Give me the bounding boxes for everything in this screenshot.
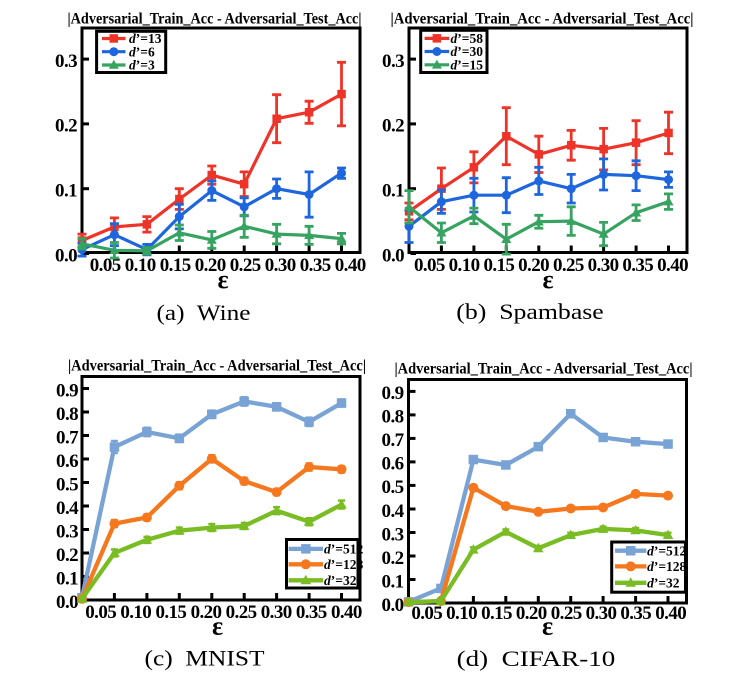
- svg-text:0.20: 0.20: [195, 255, 226, 276]
- svg-text:0.05: 0.05: [85, 602, 116, 623]
- svg-text:0.9: 0.9: [56, 380, 78, 401]
- svg-text:d’=3: d’=3: [129, 58, 155, 73]
- svg-text:0.10: 0.10: [446, 603, 477, 624]
- svg-text:|Adversarial_Train_Acc - Adver: |Adversarial_Train_Acc - Adversarial_Tes…: [68, 11, 362, 28]
- svg-text:ε: ε: [217, 265, 228, 294]
- svg-text:0.2: 0.2: [56, 545, 78, 566]
- svg-text:(b) Spambase: (b) Spambase: [456, 299, 604, 324]
- svg-text:0.20: 0.20: [516, 603, 547, 624]
- svg-text:d’=32: d’=32: [647, 576, 680, 591]
- svg-text:d’=128: d’=128: [647, 559, 686, 574]
- svg-text:0.1: 0.1: [382, 571, 404, 592]
- svg-text:0.9: 0.9: [382, 383, 404, 404]
- svg-text:0.1: 0.1: [382, 181, 404, 202]
- svg-text:0.6: 0.6: [382, 454, 404, 475]
- svg-text:0.0: 0.0: [56, 592, 78, 613]
- svg-text:0.3: 0.3: [382, 51, 404, 72]
- svg-text:0.30: 0.30: [261, 602, 292, 623]
- svg-text:d’=512: d’=512: [324, 542, 363, 557]
- svg-text:(d) CIFAR-10: (d) CIFAR-10: [457, 646, 616, 671]
- svg-text:0.10: 0.10: [125, 255, 156, 276]
- svg-text:0.2: 0.2: [55, 116, 77, 137]
- svg-text:d’=15: d’=15: [451, 58, 484, 73]
- svg-text:0.6: 0.6: [56, 451, 78, 472]
- svg-text:0.35: 0.35: [620, 603, 651, 624]
- svg-text:0.40: 0.40: [655, 603, 686, 624]
- svg-text:0.30: 0.30: [265, 255, 296, 276]
- svg-text:0.20: 0.20: [518, 255, 549, 276]
- svg-text:ε: ε: [212, 612, 223, 641]
- svg-text:0.30: 0.30: [588, 255, 619, 276]
- svg-text:0.1: 0.1: [56, 568, 78, 589]
- svg-text:0.40: 0.40: [335, 255, 366, 276]
- svg-text:ε: ε: [542, 265, 553, 294]
- svg-text:0.40: 0.40: [657, 255, 688, 276]
- svg-text:(a) Wine: (a) Wine: [157, 300, 251, 325]
- svg-text:0.2: 0.2: [382, 548, 404, 569]
- svg-text:0.15: 0.15: [481, 603, 512, 624]
- svg-text:|Adversarial_Train_Acc - Adver: |Adversarial_Train_Acc - Adversarial_Tes…: [68, 358, 366, 375]
- svg-text:0.3: 0.3: [56, 521, 78, 542]
- svg-text:0.35: 0.35: [622, 255, 653, 276]
- svg-text:d’=6: d’=6: [129, 44, 155, 59]
- svg-text:d’=58: d’=58: [451, 31, 484, 46]
- svg-text:0.15: 0.15: [160, 255, 191, 276]
- svg-text:0.35: 0.35: [300, 255, 331, 276]
- svg-text:0.40: 0.40: [331, 602, 362, 623]
- svg-text:0.1: 0.1: [55, 181, 77, 202]
- svg-text:0.25: 0.25: [230, 255, 261, 276]
- svg-text:0.25: 0.25: [553, 255, 584, 276]
- svg-text:0.25: 0.25: [226, 602, 257, 623]
- svg-text:d’=32: d’=32: [324, 573, 357, 588]
- svg-text:0.4: 0.4: [382, 501, 405, 522]
- svg-text:0.0: 0.0: [382, 595, 404, 616]
- svg-text:0.7: 0.7: [382, 430, 405, 451]
- svg-text:0.10: 0.10: [449, 255, 480, 276]
- svg-text:0.4: 0.4: [56, 498, 79, 519]
- svg-text:0.7: 0.7: [56, 427, 79, 448]
- svg-text:d’=512: d’=512: [647, 543, 686, 558]
- svg-text:0.5: 0.5: [56, 474, 78, 495]
- svg-text:ε: ε: [542, 612, 553, 641]
- svg-text:0.15: 0.15: [483, 255, 514, 276]
- svg-text:0.15: 0.15: [155, 602, 186, 623]
- svg-text:0.2: 0.2: [382, 116, 404, 137]
- svg-text:0.3: 0.3: [55, 51, 77, 72]
- svg-text:0.30: 0.30: [586, 603, 617, 624]
- svg-text:0.8: 0.8: [382, 407, 404, 428]
- svg-text:0.35: 0.35: [296, 602, 327, 623]
- svg-text:0.05: 0.05: [411, 603, 442, 624]
- svg-text:0.10: 0.10: [120, 602, 151, 623]
- svg-text:0.20: 0.20: [191, 602, 222, 623]
- svg-text:0.05: 0.05: [414, 255, 445, 276]
- svg-text:d’=30: d’=30: [451, 44, 484, 59]
- svg-text:|Adversarial_Train_Acc - Adver: |Adversarial_Train_Acc - Adversarial_Tes…: [391, 11, 694, 28]
- svg-text:0.25: 0.25: [551, 603, 582, 624]
- svg-text:0.0: 0.0: [382, 245, 404, 266]
- svg-text:0.3: 0.3: [382, 524, 404, 545]
- svg-text:d’=13: d’=13: [129, 31, 162, 46]
- svg-text:0.05: 0.05: [90, 255, 121, 276]
- svg-text:|Adversarial_Train_Acc - Adver: |Adversarial_Train_Acc - Adversarial_Tes…: [395, 361, 693, 378]
- svg-text:0.8: 0.8: [56, 404, 78, 425]
- svg-text:0.5: 0.5: [382, 477, 404, 498]
- svg-text:0.0: 0.0: [55, 245, 77, 266]
- svg-text:(c) MNIST: (c) MNIST: [145, 646, 266, 671]
- svg-text:d’=128: d’=128: [324, 557, 363, 572]
